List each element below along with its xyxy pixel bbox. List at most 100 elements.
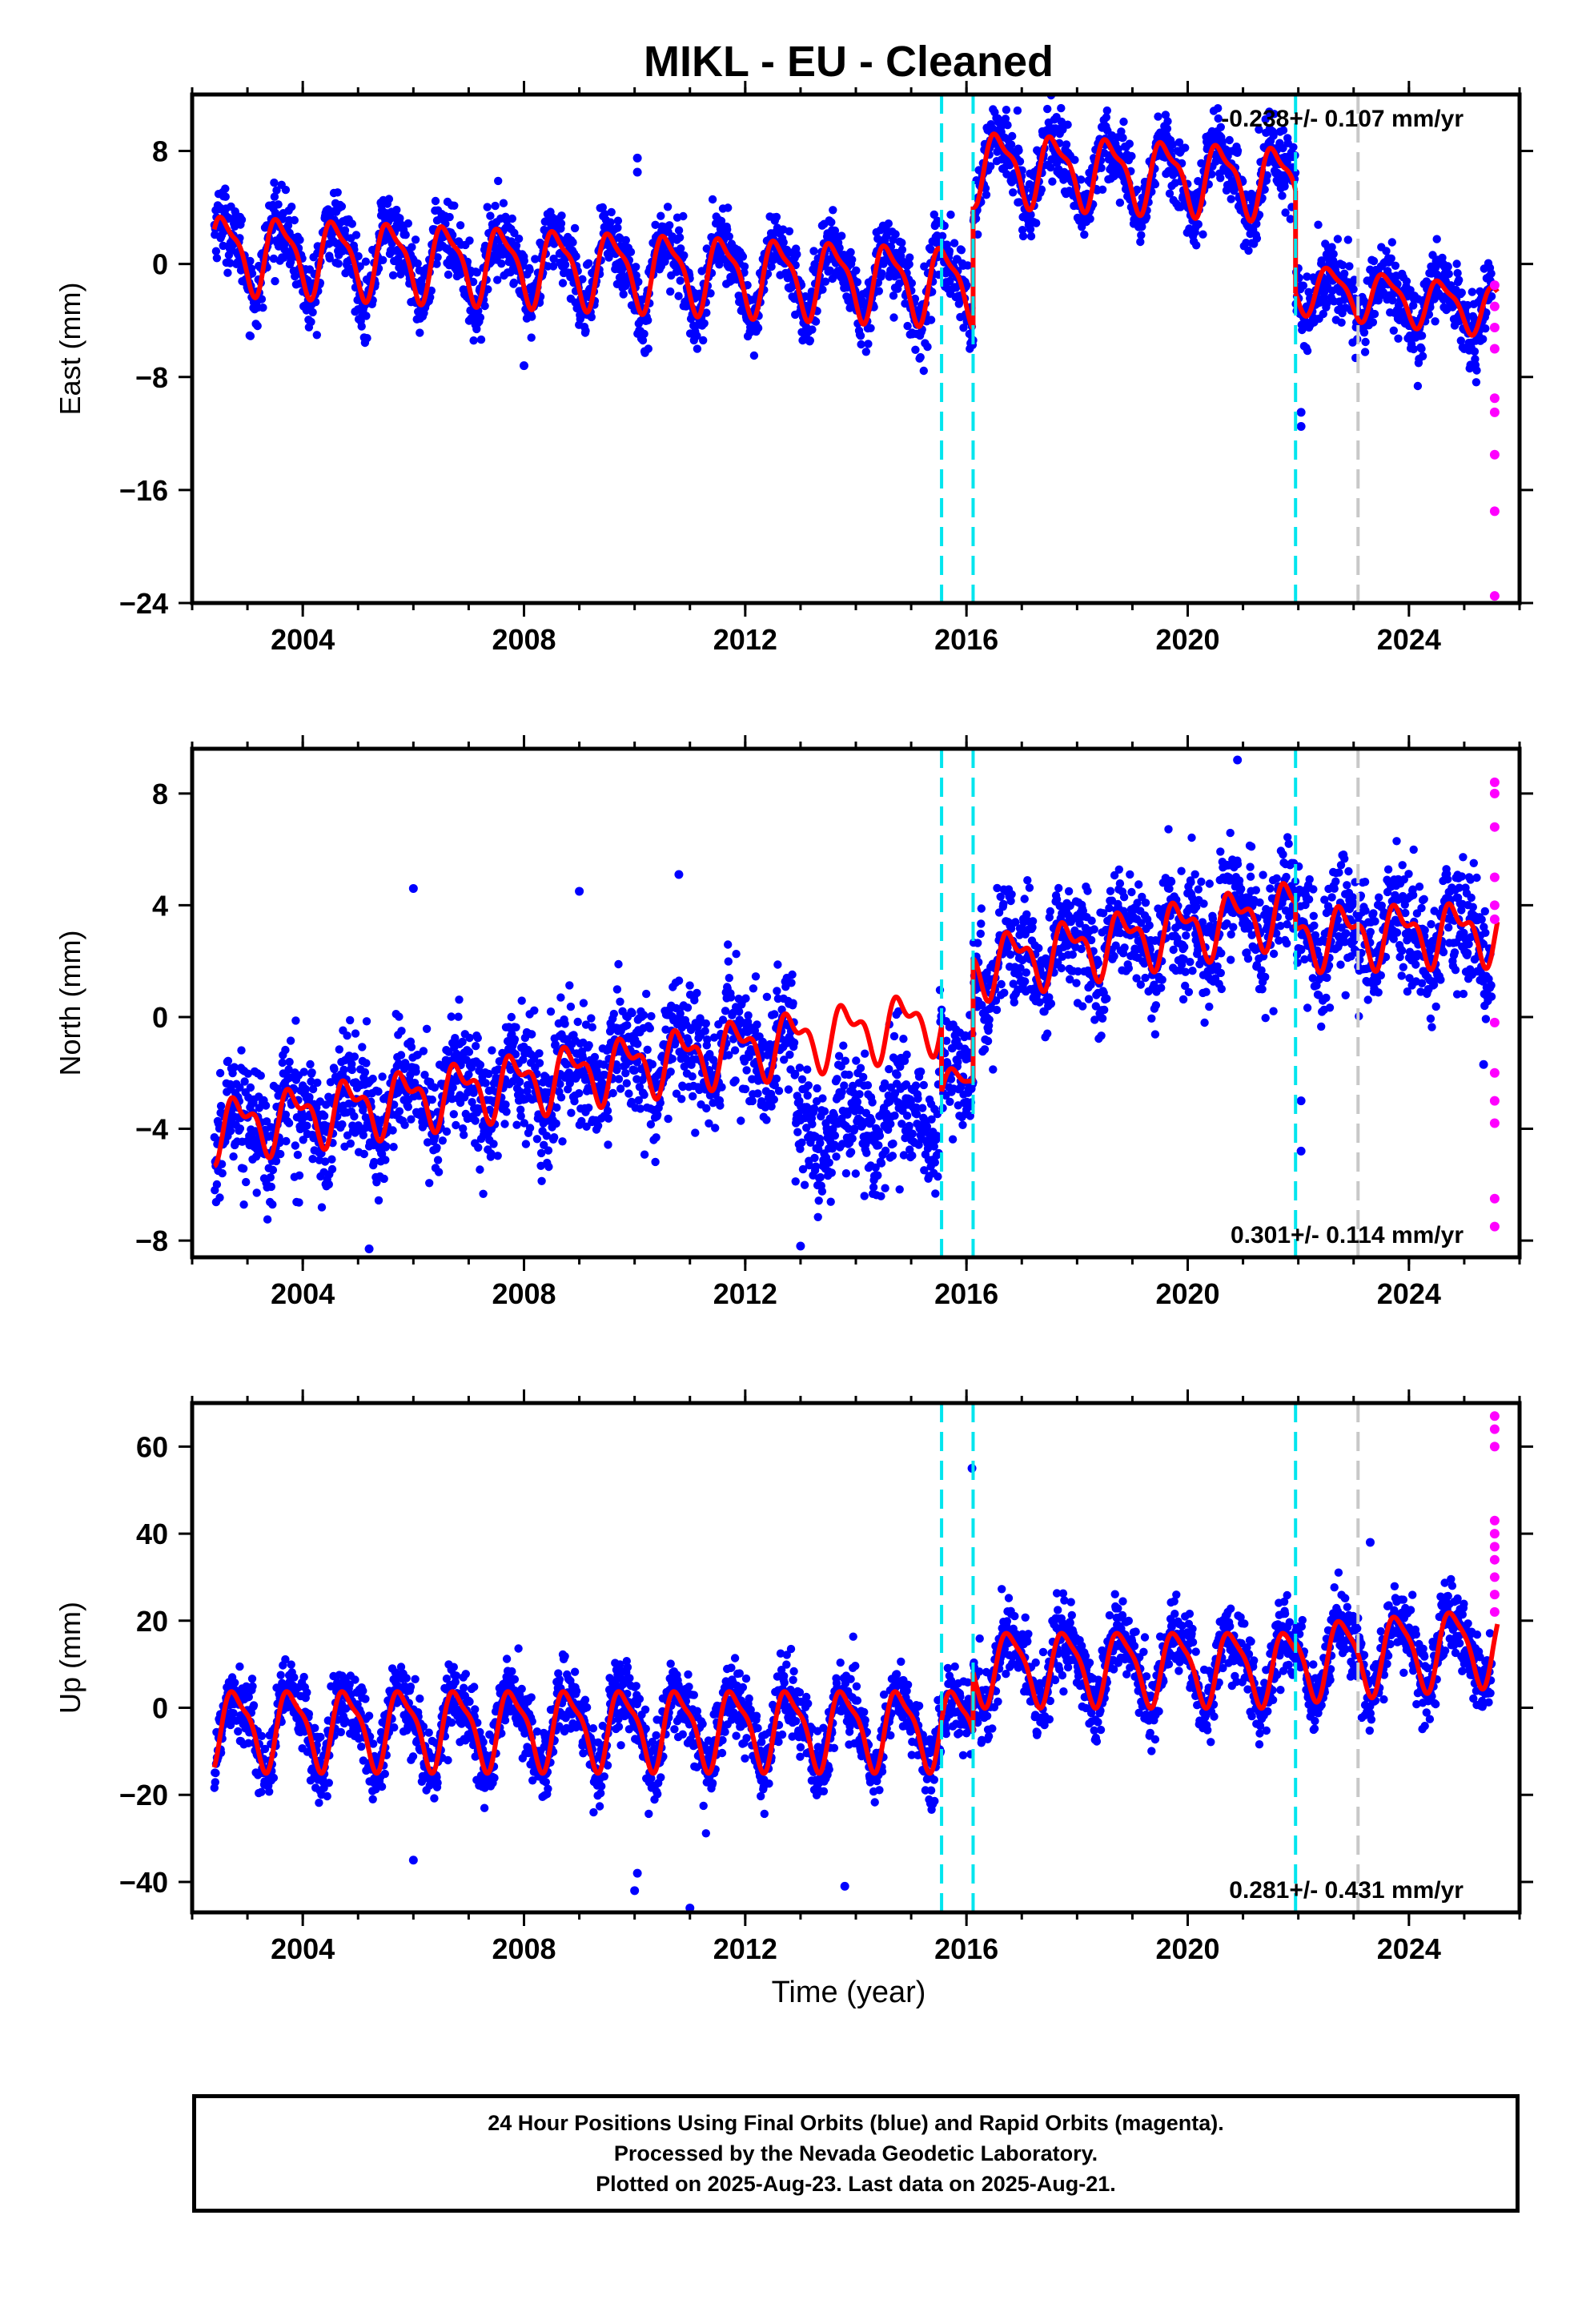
final-orbit-point xyxy=(666,287,675,296)
final-orbit-point xyxy=(852,1056,861,1065)
final-orbit-point xyxy=(284,1119,294,1128)
final-orbit-point xyxy=(638,336,648,345)
final-orbit-point xyxy=(1394,334,1403,343)
final-orbit-point xyxy=(381,1156,390,1164)
model-line xyxy=(211,215,975,331)
final-orbit-point xyxy=(442,1127,452,1136)
final-orbit-point xyxy=(388,271,398,279)
final-orbit-point xyxy=(347,1065,356,1075)
final-orbit-point xyxy=(773,987,781,995)
final-orbit-point xyxy=(1001,115,1010,123)
final-orbit-point xyxy=(1114,145,1123,154)
final-orbit-point xyxy=(934,1172,942,1181)
final-orbit-point xyxy=(656,211,665,220)
final-orbit-point xyxy=(877,269,886,278)
final-orbit-point xyxy=(291,271,299,281)
final-orbit-point xyxy=(1062,140,1071,149)
final-orbit-point xyxy=(281,185,291,195)
final-orbit-point xyxy=(219,241,227,251)
final-orbit-point xyxy=(1456,336,1466,345)
final-orbit-point xyxy=(1154,112,1162,121)
final-orbit-point xyxy=(808,1120,817,1128)
final-orbit-point xyxy=(869,1183,878,1192)
final-orbit-point xyxy=(598,203,607,212)
final-orbit-point xyxy=(579,999,588,1007)
final-orbit-point xyxy=(604,1140,612,1149)
final-orbit-point xyxy=(266,1173,275,1182)
final-orbit-point xyxy=(428,1096,436,1104)
final-orbit-point xyxy=(235,1083,244,1092)
final-orbit-point xyxy=(717,1083,726,1092)
final-orbit-point xyxy=(426,293,435,302)
final-orbit-point xyxy=(902,1112,912,1120)
final-orbit-point xyxy=(217,1160,227,1168)
final-orbit-point xyxy=(299,1068,308,1076)
final-orbit-point xyxy=(666,1068,675,1076)
final-orbit-point xyxy=(685,981,694,990)
final-orbit-point xyxy=(889,292,898,300)
final-orbit-point xyxy=(830,1131,840,1140)
final-orbit-point xyxy=(546,1007,556,1016)
final-orbit-point xyxy=(432,259,441,268)
final-orbit-point xyxy=(1455,275,1464,284)
final-orbit-point xyxy=(693,344,702,353)
final-orbit-point xyxy=(851,1169,861,1178)
final-orbit-point xyxy=(291,1016,300,1025)
final-orbit-point xyxy=(1424,310,1434,319)
final-orbit-point xyxy=(1340,269,1349,278)
final-orbit-point xyxy=(374,1196,383,1205)
final-orbit-point xyxy=(1329,256,1338,265)
final-orbit-point xyxy=(1136,237,1145,247)
final-orbit-point xyxy=(948,1135,958,1144)
final-orbit-point xyxy=(875,1132,885,1140)
final-orbit-point xyxy=(1359,328,1369,337)
final-orbit-point xyxy=(469,336,478,345)
final-orbit-point xyxy=(622,1079,631,1088)
final-orbit-point xyxy=(560,260,570,269)
final-orbit-point xyxy=(614,1075,624,1084)
final-orbit-point xyxy=(903,321,912,331)
final-orbit-point xyxy=(558,279,568,287)
final-orbit-point xyxy=(229,1152,238,1161)
final-orbit-point xyxy=(857,340,865,349)
final-orbit-point xyxy=(868,1098,877,1107)
final-orbit-point xyxy=(549,254,558,263)
final-orbit-point xyxy=(753,1020,761,1029)
final-orbit-point xyxy=(1338,260,1347,270)
final-orbit-point xyxy=(624,1089,633,1098)
final-orbit-point xyxy=(510,1035,520,1044)
model-line xyxy=(1293,265,1500,338)
model-line xyxy=(971,131,1299,224)
final-orbit-point xyxy=(741,1084,750,1094)
final-orbit-point xyxy=(621,1068,630,1078)
velocity-annotation: -0.238+/- 0.107 mm/yr xyxy=(1221,106,1464,132)
final-orbit-point xyxy=(651,220,660,229)
final-orbit-point xyxy=(1137,231,1146,239)
final-orbit-point xyxy=(527,333,536,342)
final-orbit-point xyxy=(740,262,749,271)
final-orbit-point xyxy=(789,1038,799,1047)
final-orbit-point xyxy=(483,203,492,211)
final-orbit-point xyxy=(476,313,485,322)
x-tick-label: 2024 xyxy=(1377,623,1441,656)
final-orbit-point xyxy=(612,985,622,994)
final-orbit-point xyxy=(295,1171,304,1180)
final-orbit-point xyxy=(1026,211,1035,219)
final-orbit-point xyxy=(717,216,726,226)
final-orbit-point xyxy=(1125,139,1134,148)
final-orbit-point xyxy=(911,1081,921,1090)
final-orbit-point xyxy=(626,247,636,256)
final-orbit-point xyxy=(945,247,954,255)
final-orbit-point xyxy=(358,1043,367,1051)
final-orbit-point xyxy=(486,211,495,220)
final-orbit-point xyxy=(881,1146,890,1156)
final-orbit-point xyxy=(711,1124,720,1132)
final-orbit-point xyxy=(1163,117,1172,126)
final-orbit-point xyxy=(919,1080,929,1090)
final-orbit-point xyxy=(793,250,801,259)
final-orbit-point xyxy=(974,230,982,239)
final-orbit-point xyxy=(938,231,947,240)
final-orbit-point xyxy=(359,1131,367,1140)
final-orbit-point xyxy=(476,335,486,344)
final-orbit-point xyxy=(808,325,817,334)
